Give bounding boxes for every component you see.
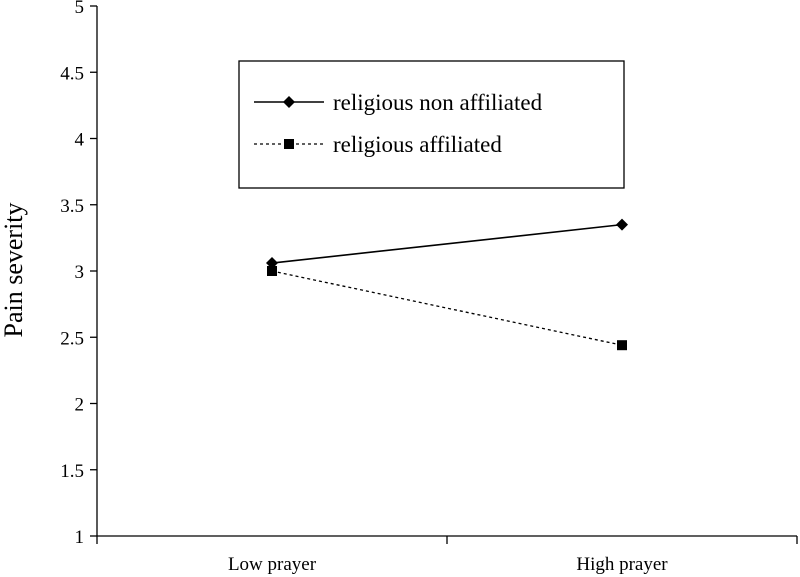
y-ticks: 1 1.5 2 2.5 3 3.5 4 4.5 5 — [60, 0, 97, 548]
y-tick-label: 1.5 — [60, 461, 84, 482]
legend: religious non affiliated religious affili… — [238, 60, 625, 189]
y-tick-label: 3.5 — [60, 196, 84, 217]
series-affiliated — [267, 266, 627, 351]
data-point — [617, 340, 627, 351]
y-tick-label: 3 — [75, 262, 85, 283]
series-group — [266, 218, 628, 351]
legend-label: religious affiliated — [333, 132, 502, 157]
data-point — [616, 218, 628, 231]
legend-marker — [283, 96, 295, 108]
series-non-affiliated — [266, 218, 628, 270]
y-tick-label: 5 — [75, 0, 85, 18]
y-tick-label: 1 — [75, 527, 85, 548]
y-tick-label: 4.5 — [60, 63, 84, 84]
y-tick-label: 2.5 — [60, 328, 84, 349]
legend-box — [238, 60, 625, 189]
y-tick-label: 2 — [75, 395, 85, 416]
y-tick-label: 4 — [75, 130, 85, 151]
data-point — [267, 266, 277, 276]
legend-marker — [284, 139, 294, 149]
x-category-label: High prayer — [576, 554, 668, 575]
y-axis-label: Pain severity — [0, 202, 28, 337]
series-line — [271, 270, 623, 346]
x-ticks: Low prayer High prayer — [96, 536, 798, 575]
series-line — [271, 223, 623, 264]
legend-label: religious non affiliated — [333, 90, 543, 115]
x-category-label: Low prayer — [228, 554, 317, 575]
